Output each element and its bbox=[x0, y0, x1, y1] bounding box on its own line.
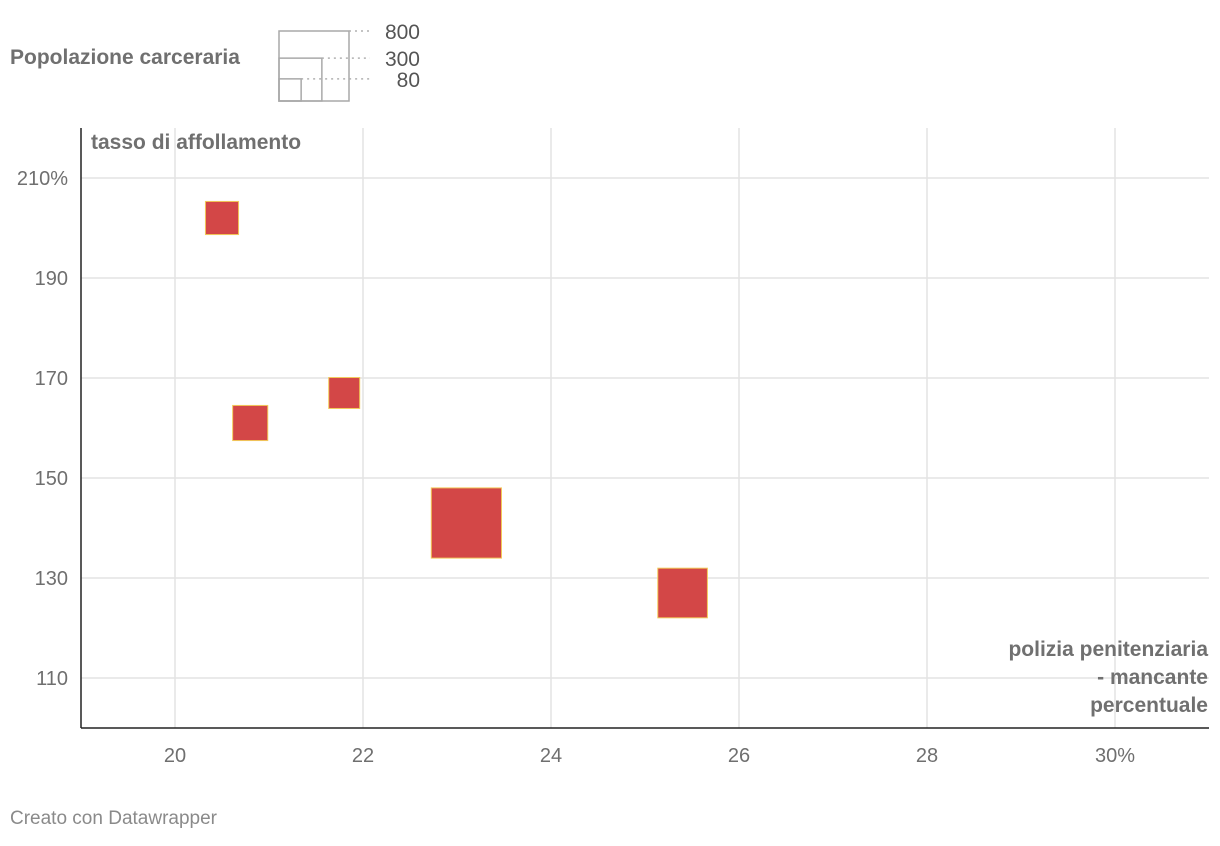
x-axis-title-line: - mancante bbox=[1097, 666, 1208, 689]
y-axis-title: tasso di affollamento bbox=[91, 131, 301, 154]
y-tick-label: 130 bbox=[35, 568, 68, 590]
size-legend-label: 300 bbox=[385, 48, 420, 71]
x-tick-label: 28 bbox=[916, 745, 938, 767]
x-tick-label: 24 bbox=[540, 745, 562, 767]
axes bbox=[80, 128, 1209, 729]
y-tick-label: 190 bbox=[35, 268, 68, 290]
x-tick-label: 26 bbox=[728, 745, 750, 767]
data-point bbox=[657, 567, 708, 619]
datawrapper-credit: Creato con Datawrapper bbox=[10, 808, 217, 829]
tick-labels: 20 22 24 26 28 30% 110 130 150 170 190 210% bbox=[17, 168, 1135, 767]
y-tick-label: 170 bbox=[35, 368, 68, 390]
size-legend-square bbox=[278, 78, 302, 102]
x-tick-label: 22 bbox=[352, 745, 374, 767]
size-legend-label: 80 bbox=[397, 69, 420, 92]
axis-titles: tasso di affollamento polizia penitenziar… bbox=[91, 131, 1208, 717]
y-tick-label: 110 bbox=[36, 668, 68, 690]
data-point bbox=[430, 487, 503, 559]
x-tick-label: 30% bbox=[1095, 745, 1135, 767]
size-legend-title: Popolazione carceraria bbox=[10, 46, 240, 69]
data-point bbox=[328, 377, 361, 409]
y-tick-label: 210% bbox=[17, 168, 68, 190]
data-point bbox=[204, 200, 240, 236]
x-axis-title-line: percentuale bbox=[1090, 694, 1208, 717]
y-tick-label: 150 bbox=[35, 468, 68, 490]
size-legend-label: 800 bbox=[385, 21, 420, 44]
gridlines bbox=[81, 128, 1209, 728]
x-tick-label: 20 bbox=[164, 745, 186, 767]
data-points bbox=[204, 200, 708, 619]
data-point bbox=[232, 404, 269, 442]
size-legend-square bbox=[278, 30, 350, 102]
x-axis-title-line: polizia penitenziaria bbox=[1008, 638, 1208, 661]
